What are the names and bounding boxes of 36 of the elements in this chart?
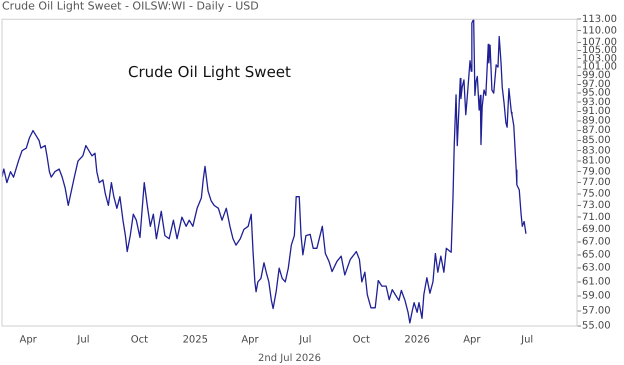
y-tick-label: 65.00 [582, 249, 611, 260]
y-tick-label: 73.00 [582, 200, 611, 211]
annotation: Crude Oil Light Sweet [128, 63, 292, 82]
x-tick-label: Jul [76, 334, 90, 346]
y-tick-label: 87.00 [582, 125, 611, 136]
x-tick-label: 2026 [404, 334, 430, 346]
y-tick-label: 95.00 [582, 88, 611, 99]
y-tick-label: 83.00 [582, 145, 611, 156]
x-tick-label: Oct [352, 334, 370, 346]
y-tick-label: 63.00 [582, 262, 611, 274]
chart-title: Crude Oil Light Sweet - OILSW:WI - Daily - USD [2, 0, 259, 12]
y-tick-label: 113.00 [582, 14, 618, 25]
y-tick-label: 69.00 [582, 224, 611, 235]
x-tick-label: Apr [241, 334, 260, 346]
y-tick-label: 77.00 [582, 177, 611, 188]
y-tick-label: 79.00 [582, 166, 611, 178]
x-tick-label: Oct [130, 334, 148, 346]
x-tick-label: Apr [19, 334, 38, 346]
y-tick-label: 81.00 [582, 156, 611, 167]
x-tick-label: 2025 [182, 334, 208, 346]
y-tick-label: 59.00 [582, 290, 611, 302]
y-tick-label: 55.00 [582, 320, 611, 332]
y-tick-label: 91.00 [582, 106, 611, 118]
y-tick-label: 61.00 [582, 276, 611, 288]
text: 2nd Jul 2026 [258, 353, 321, 364]
y-tick-label: 93.00 [582, 96, 611, 108]
y-tick-label: 71.00 [582, 212, 611, 223]
y-tick-label: 57.00 [582, 305, 611, 316]
y-tick-label: 85.00 [582, 135, 611, 146]
x-tick-label: Apr [463, 334, 482, 346]
x-tick-label: Jul [298, 334, 312, 346]
y-tick-label: 89.00 [582, 116, 611, 127]
y-tick-label: 110.00 [582, 25, 618, 36]
y-tick-label: 75.00 [582, 188, 611, 200]
x-tick-label: Jul [520, 334, 534, 346]
y-tick-label: 67.00 [582, 236, 611, 248]
